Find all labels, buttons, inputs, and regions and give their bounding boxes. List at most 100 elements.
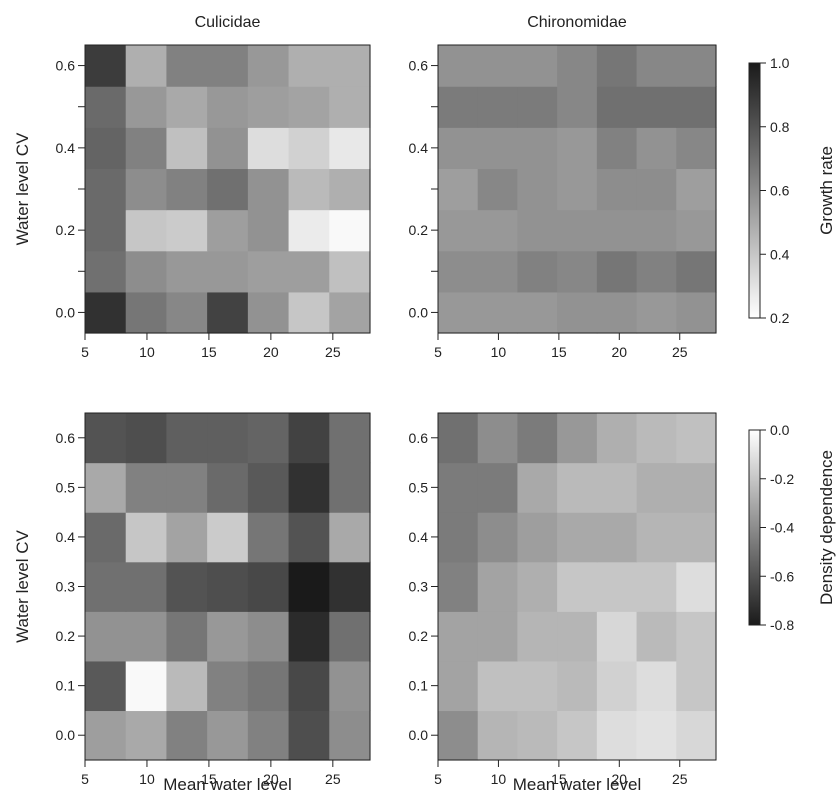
panel-3-heat-cell: [207, 561, 249, 612]
panel-2-heat-cell: [557, 86, 598, 128]
panel-2-title: Chironomidae: [527, 14, 627, 31]
panel-4-heat-cell: [596, 660, 638, 712]
panel-1-heat-cell: [85, 127, 127, 170]
panel-2-heat-cell: [636, 86, 677, 128]
panel-4-heat-cell: [438, 561, 479, 612]
panel-4-heat-cell: [636, 660, 677, 712]
panel-2-heat-cell: [517, 250, 558, 293]
panel-4-heat-cell: [636, 710, 677, 761]
panel-3-heat-cell: [247, 710, 290, 761]
panel-2-heat-cell: [636, 209, 677, 252]
panel-3-heat-cell: [329, 710, 371, 761]
panel-4-heat-cell: [596, 561, 638, 612]
panel-1-heat-cell: [166, 127, 208, 170]
panel-1-x-tick-label: 25: [325, 344, 341, 360]
panel-4-heat-cell: [438, 413, 479, 464]
panel-1-heat-cell: [207, 127, 249, 170]
panel-1-heat-cell: [125, 168, 168, 211]
panel-2-heat-cell: [477, 168, 519, 211]
panel-4-heat-cell: [636, 413, 677, 464]
panel-1-heat-cell: [247, 291, 290, 334]
panel-1-heat-cell: [247, 45, 290, 87]
panel-2-heat-cell: [477, 127, 519, 170]
panel-3-heat-cell: [288, 413, 330, 464]
panel-4-x-tick-label: 15: [551, 771, 567, 787]
panel-3-x-tick-label: 25: [325, 771, 341, 787]
panel-4-y-tick-label: 0.4: [409, 529, 429, 545]
panel-4-heat-cell: [676, 512, 717, 563]
panel-2-y-tick-label: 0.0: [409, 304, 429, 320]
panel-1-heat-cell: [85, 45, 127, 87]
panel-1-heat-cell: [329, 168, 371, 211]
panel-3-heat-cell: [247, 561, 290, 612]
panel-1-heat-cell: [207, 45, 249, 87]
panel-1-y-tick-label: 0.4: [56, 140, 76, 156]
panel-2-heat-cell: [596, 250, 638, 293]
panel-3-heat-cell: [125, 710, 168, 761]
panel-2-heat-cell: [517, 291, 558, 334]
panel-4-heat-cell: [636, 512, 677, 563]
panel-3-heat-cell: [288, 660, 330, 712]
panel-4-heat-cell: [438, 611, 479, 662]
colorbar-2-tick-label: -0.6: [770, 568, 794, 584]
panel-1-heat-cell: [85, 291, 127, 334]
panel-2-heat-cell: [676, 250, 717, 293]
panel-1-heat-cell: [329, 250, 371, 293]
panel-4-y-tick-label: 0.1: [409, 678, 429, 694]
panel-1-heat-cell: [207, 86, 249, 128]
panel-3-heat-cell: [207, 611, 249, 662]
panel-4-heat-cell: [676, 561, 717, 612]
colorbar-2-tick-label: 0.0: [770, 422, 790, 438]
panel-3-heat-cell: [207, 710, 249, 761]
panel-3-heat-cell: [85, 462, 127, 513]
panel-3-heat-cell: [247, 512, 290, 563]
panel-2-heat-cell: [596, 209, 638, 252]
panel-2-heat-cell: [636, 291, 677, 334]
panel-1-heat-cell: [288, 250, 330, 293]
panel-3-x-tick-label: 15: [201, 771, 217, 787]
panel-4-heat-cell: [438, 512, 479, 563]
panel-4-heat-cell: [596, 413, 638, 464]
panel-1-heat-cell: [85, 86, 127, 128]
colorbar-2-tick-label: -0.8: [770, 617, 794, 633]
panel-3-heat-cell: [85, 512, 127, 563]
panel-4-heat-cell: [517, 611, 558, 662]
panel-3-y-tick-label: 0.4: [56, 529, 76, 545]
panel-1-heat-cell: [85, 250, 127, 293]
panel-2-heat-cell: [517, 209, 558, 252]
colorbar-1-tick-label: 1.0: [770, 55, 790, 71]
panel-1-heat-cell: [247, 250, 290, 293]
panel-1-heat-cell: [288, 127, 330, 170]
panel-4-heat-cell: [557, 512, 598, 563]
panel-1-heat-cell: [329, 45, 371, 87]
panel-1-y-tick-label: 0.0: [56, 304, 76, 320]
panel-4-heat-cell: [517, 512, 558, 563]
panel-4-x-tick-label: 25: [672, 771, 688, 787]
panel-1-heat-cell: [125, 45, 168, 87]
panel-3-heat-cell: [125, 462, 168, 513]
panel-1-heat-cell: [85, 209, 127, 252]
panel-3-heat-cell: [288, 710, 330, 761]
panel-1-heat-cell: [329, 86, 371, 128]
panel-2-heat-cell: [676, 86, 717, 128]
panel-2-heat-cell: [676, 291, 717, 334]
panel-4-heat-cell: [596, 512, 638, 563]
panel-3-heat-cell: [125, 561, 168, 612]
panel-1-heat-cell: [85, 168, 127, 211]
panel-4-heat-cell: [477, 660, 519, 712]
panel-2-y-tick-label: 0.6: [409, 58, 429, 74]
colorbar-1-tick-label: 0.8: [770, 119, 790, 135]
panel-1-heat-cell: [125, 291, 168, 334]
panel-2-heat-cell: [438, 209, 479, 252]
panel-1-heat-cell: [166, 291, 208, 334]
panel-2-heat-cell: [557, 127, 598, 170]
panel-2-x-tick-label: 15: [551, 344, 567, 360]
panel-3-heat-cell: [207, 413, 249, 464]
panel-1-x-tick-label: 5: [81, 344, 89, 360]
panel-2-heat-cell: [596, 127, 638, 170]
panel-2-x-tick-label: 25: [672, 344, 688, 360]
panel-3-heat-cell: [125, 512, 168, 563]
panel-2-heat-cell: [557, 250, 598, 293]
panel-3-heat-cell: [85, 413, 127, 464]
panel-4-y-tick-label: 0.5: [409, 479, 429, 495]
